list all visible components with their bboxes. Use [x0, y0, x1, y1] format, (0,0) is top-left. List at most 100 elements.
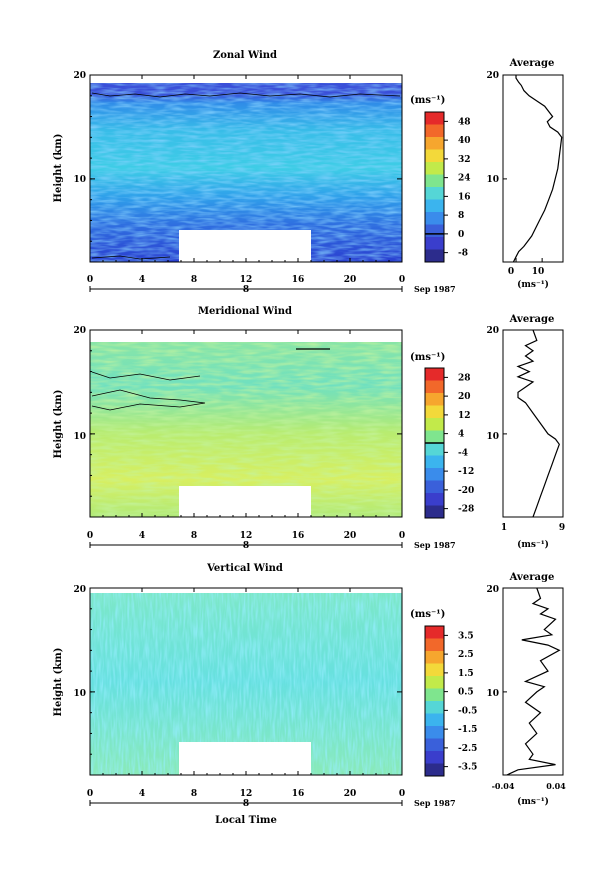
colorbar-swatch	[425, 651, 444, 664]
colorbar-swatch	[425, 249, 444, 263]
colorbar-swatch	[425, 162, 444, 175]
colorbar-swatch	[425, 237, 444, 250]
x-tick-label: 8	[191, 531, 197, 541]
profile-y-tick: 20	[486, 326, 499, 336]
profile-line	[512, 75, 563, 263]
colorbar-swatch	[425, 493, 444, 506]
colorbar-swatch	[425, 638, 444, 652]
colorbar-tick-label: 28	[458, 373, 471, 383]
x-tick-label: 16	[292, 275, 305, 285]
y-tick-label: 20	[73, 585, 86, 595]
colorbar-swatch	[425, 187, 444, 200]
colorbar-swatch	[425, 393, 444, 406]
y-tick-label: 10	[73, 432, 86, 442]
contour-zero-line	[91, 255, 171, 260]
profile-x-tick: 0.04	[546, 781, 566, 791]
date-tick-label: 8	[243, 799, 249, 809]
colorbar-unit: (ms⁻¹)	[410, 352, 445, 363]
colorbar-tick-label: -0.5	[458, 706, 477, 716]
panel-vertical-wind: Vertical Wind Height (km) 0 4 8 12 16 20…	[53, 563, 566, 826]
date-tick-label: 8	[243, 541, 249, 551]
profile-line	[506, 587, 561, 776]
colorbar-tick-label: -1.5	[458, 725, 477, 735]
colorbar-swatch	[425, 368, 444, 381]
colorbar-swatch	[425, 738, 444, 752]
profile-title: Average	[509, 572, 555, 583]
x-tick-label: 8	[191, 275, 197, 285]
data-gap	[179, 486, 311, 517]
date-label: Sep 1987	[414, 284, 456, 294]
x-tick-label: 0	[399, 275, 405, 285]
x-tick-label: 16	[292, 531, 305, 541]
profile-x-tick: 1	[501, 523, 507, 533]
x-tick-label: 0	[87, 789, 93, 799]
profile-title: Average	[509, 58, 555, 69]
colorbar-swatch	[425, 726, 444, 739]
x-tick-label: 4	[139, 789, 145, 799]
colorbar-swatch	[425, 626, 444, 639]
colorbar-swatch	[425, 663, 444, 677]
profile-y-tick: 20	[486, 71, 499, 81]
y-tick-label: 10	[73, 175, 86, 185]
colorbar-tick-label: 40	[458, 136, 471, 146]
panel-meridional-wind: Meridional Wind Height (km) 0 4 8 12 16 …	[53, 306, 565, 551]
colorbar-swatch	[425, 701, 444, 714]
colorbar-swatch	[425, 112, 444, 125]
contour-zero-line	[91, 371, 201, 381]
x-tick-label: 20	[344, 531, 357, 541]
x-tick-label: 12	[240, 275, 253, 285]
colorbar-tick-label: 16	[458, 192, 471, 202]
panel-title: Zonal Wind	[213, 50, 277, 61]
colorbar-swatch	[425, 137, 444, 150]
date-label: Sep 1987	[414, 540, 456, 550]
upper-missing-band	[90, 330, 402, 342]
colorbar-tick-label: 24	[458, 174, 471, 184]
data-gap	[179, 742, 311, 775]
colorbar-unit: (ms⁻¹)	[410, 609, 445, 620]
colorbar-tick-label: 0	[458, 230, 464, 240]
colorbar-swatch	[425, 224, 444, 238]
colorbar-swatch	[425, 676, 444, 689]
profile-x-tick: 0	[508, 267, 514, 277]
colorbar-swatch	[425, 751, 444, 764]
colorbar-tick-label: 32	[458, 155, 471, 165]
colorbar-tick-label: 0.5	[458, 688, 474, 698]
profile-title: Average	[509, 314, 555, 325]
contour-zero-line	[91, 389, 206, 411]
colorbar-swatch	[425, 149, 444, 163]
colorbar-tick-label: -12	[458, 467, 474, 477]
colorbar-tick-label: 2.5	[458, 650, 474, 660]
profile-frame	[502, 587, 564, 776]
colorbar-swatch	[425, 430, 444, 444]
profile-frame	[502, 74, 564, 263]
x-tick-label: 12	[240, 789, 253, 799]
profile-y-tick: 10	[486, 175, 499, 185]
profile-y-tick: 20	[486, 585, 499, 595]
generated-marks: 484032241680-82820124-4-12-20-283.52.51.…	[89, 74, 564, 806]
profile-x-tick: -0.04	[492, 781, 515, 791]
y-axis-label: Height (km)	[53, 648, 64, 717]
date-label: Sep 1987	[414, 798, 456, 808]
profile-y-tick: 10	[486, 432, 499, 442]
x-axis-label: Local Time	[215, 815, 277, 826]
colorbar-swatch	[425, 199, 444, 213]
date-tick-label: 8	[243, 285, 249, 295]
data-gap	[179, 230, 311, 262]
colorbar-swatch	[425, 418, 444, 431]
x-tick-label: 20	[344, 789, 357, 799]
colorbar-tick-label: -3.5	[458, 763, 477, 773]
colorbar-tick-label: 12	[458, 411, 471, 421]
colorbar-tick-label: 8	[458, 211, 464, 221]
colorbar-tick-label: -8	[458, 249, 468, 259]
colorbar-swatch	[425, 455, 444, 469]
colorbar-tick-label: -4	[458, 448, 468, 458]
colorbar-tick-label: 4	[458, 430, 464, 440]
x-tick-label: 4	[139, 275, 145, 285]
colorbar-frame	[424, 111, 445, 263]
colorbar-swatch	[425, 212, 444, 225]
x-tick-label: 8	[191, 789, 197, 799]
colorbar-tick-label: 3.5	[458, 631, 474, 641]
colorbar-swatch	[425, 174, 444, 188]
colorbar-frame	[424, 625, 445, 777]
x-tick-labels: 0 4 8 12 16 20 0	[87, 789, 405, 799]
